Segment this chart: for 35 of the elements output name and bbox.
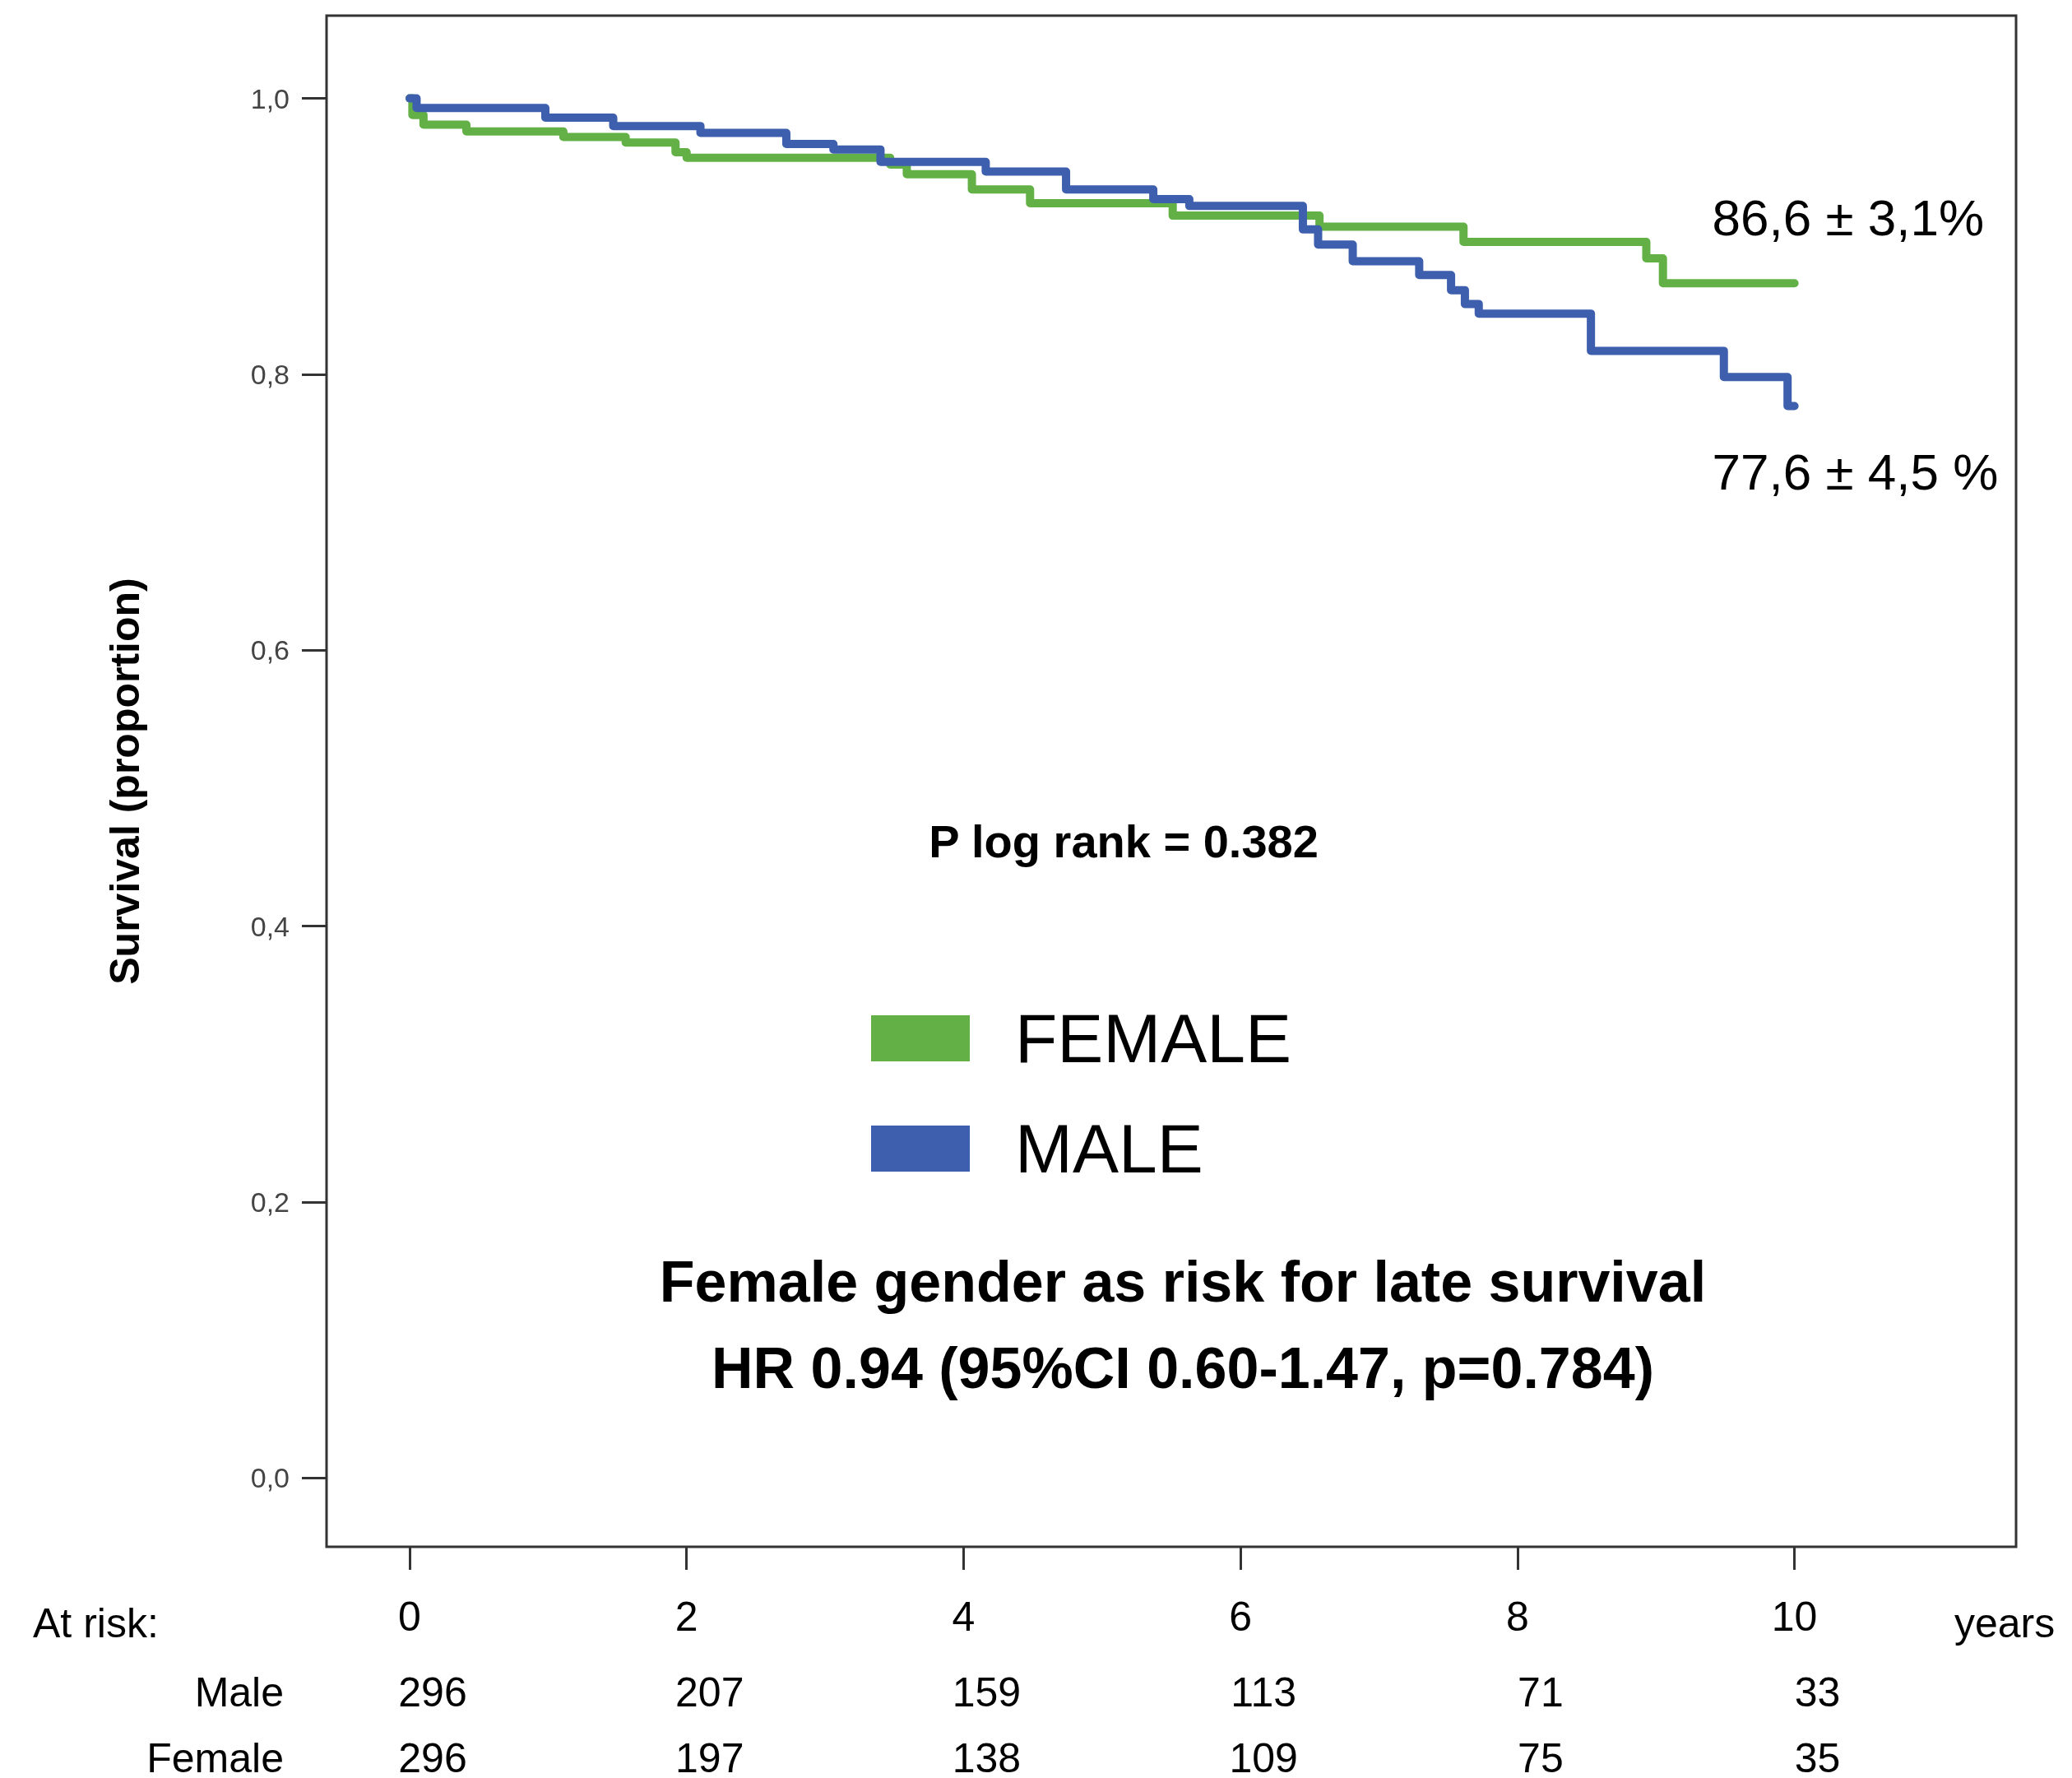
text: 33 [1794,1669,1841,1715]
y-tick-label: 0,2 [250,1186,290,1218]
text: Female [146,1735,284,1778]
x-tick-label: 2 [674,1594,698,1640]
annotation: Female gender as risk for late survival HR 0.94 (95%CI 0.60-1.47, p=0.784) [659,1249,1707,1400]
annotation: P log rank = 0.382 [929,815,1319,867]
x-axis-title: years [1954,1600,2056,1646]
text: 207 [675,1669,744,1715]
y-tick-label: 1,0 [250,82,290,114]
text: 113 [1231,1669,1297,1715]
annotation: 86,6 ± 3,1% [1712,188,1985,246]
legend-label: FEMALE [1015,1000,1292,1077]
x-tick-label: 8 [1506,1594,1529,1640]
y-tick-label: 0,4 [250,910,290,942]
y-tick-label: 0,8 [250,358,290,390]
text: 75 [1518,1735,1564,1778]
legend-label: MALE [1015,1110,1203,1187]
text: 296 [398,1669,467,1715]
x-tick-label: 6 [1229,1594,1253,1640]
text: 138 [952,1735,1022,1778]
x-tick-label: 4 [952,1594,976,1640]
text: 71 [1518,1669,1564,1715]
text: 159 [952,1669,1022,1715]
x-tick-label: 10 [1771,1594,1818,1640]
y-tick-label: 0,0 [250,1462,290,1494]
y-axis-title: Survival (proportion) [102,578,148,985]
text: At risk: [33,1600,159,1646]
annotation: 77,6 ± 4,5 % [1712,443,1999,500]
text: 197 [675,1735,744,1778]
text: Male [194,1669,284,1715]
text: 35 [1794,1735,1841,1778]
text: 296 [398,1735,467,1778]
y-tick-label: 0,6 [250,634,290,666]
text: 109 [1229,1735,1298,1778]
x-tick-label: 0 [398,1594,421,1640]
